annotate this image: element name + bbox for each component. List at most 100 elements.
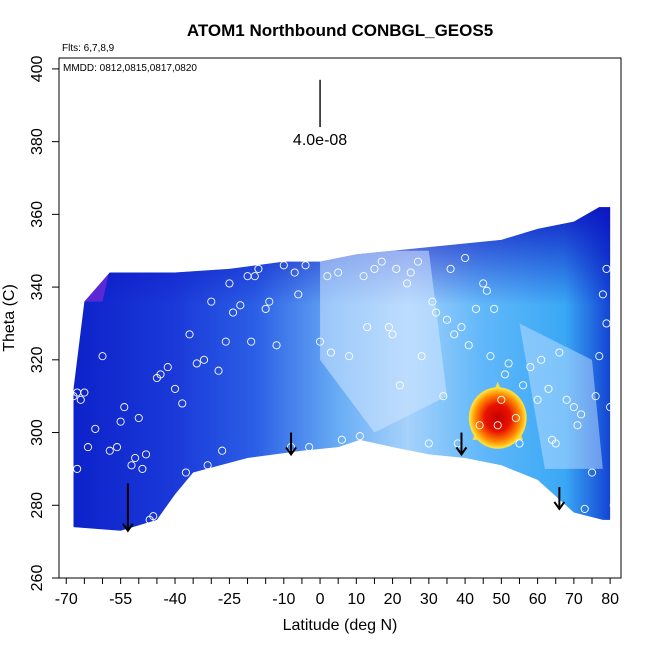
sample-point xyxy=(316,337,325,346)
sample-point xyxy=(290,268,299,277)
x-tick-label: -25 xyxy=(218,591,241,608)
sample-point xyxy=(587,468,597,477)
sample-point xyxy=(98,352,107,361)
sample-point xyxy=(457,323,466,332)
x-tick-label: -55 xyxy=(109,591,132,608)
flight-markers xyxy=(122,432,566,533)
x-axis: -70 -55 -40 -25 -10 0 10 20 30 40 50 60 70 80 xyxy=(55,578,619,608)
sample-point xyxy=(395,381,404,390)
x-tick-label: 50 xyxy=(492,591,510,608)
y-axis-label: Theta (C) xyxy=(1,284,18,352)
sample-point xyxy=(218,446,227,455)
sample-point xyxy=(471,304,481,313)
sample-point xyxy=(609,501,618,510)
sample-point xyxy=(116,417,125,426)
flights-note: Flts: 6,7,8,9 xyxy=(62,43,115,54)
flight-arrow xyxy=(553,487,566,511)
sample-point xyxy=(279,261,288,270)
sample-point xyxy=(602,264,611,273)
sample-point xyxy=(363,323,372,332)
sample-point xyxy=(178,399,187,408)
chart-title: ATOM1 Northbound CONBGL_GEOS5 xyxy=(187,21,493,40)
sample-point xyxy=(555,348,564,357)
sample-point xyxy=(294,290,303,299)
x-tick-label: 40 xyxy=(456,591,474,608)
sample-point xyxy=(203,461,212,470)
sample-point xyxy=(170,384,180,393)
sample-point xyxy=(261,304,270,313)
y-tick-label: 320 xyxy=(29,346,46,373)
sample-point xyxy=(149,512,158,521)
sample-point xyxy=(595,352,604,361)
sample-point xyxy=(334,268,343,277)
sample-point xyxy=(127,461,136,470)
scale-bar: 4.0e-08 xyxy=(293,79,347,149)
sample-point xyxy=(120,403,129,412)
sample-point xyxy=(272,341,281,350)
x-tick-label: 10 xyxy=(347,591,365,608)
x-tick-label: 80 xyxy=(601,591,619,608)
sample-point xyxy=(181,468,190,477)
sample-point xyxy=(551,439,560,448)
sample-point xyxy=(490,304,499,313)
sample-point xyxy=(479,279,488,288)
x-tick-label: 0 xyxy=(316,591,325,608)
sample-point xyxy=(591,392,600,401)
sample-point xyxy=(493,421,502,430)
sample-point xyxy=(91,424,100,433)
sample-point xyxy=(580,504,589,513)
y-axis: 260 280 300 320 340 360 380 400 xyxy=(29,55,59,591)
sample-point xyxy=(504,359,513,368)
x-tick-label: 70 xyxy=(565,591,583,608)
x-axis-label: Latitude (deg N) xyxy=(283,617,398,634)
sample-point xyxy=(515,439,524,448)
sample-point xyxy=(105,446,114,455)
sample-point xyxy=(598,290,607,299)
sample-point xyxy=(497,395,506,404)
sample-point xyxy=(359,272,368,281)
sample-point xyxy=(355,432,364,441)
sample-point xyxy=(112,443,122,452)
sample-point xyxy=(450,330,459,339)
sample-point xyxy=(247,337,256,346)
sample-point xyxy=(537,355,546,364)
sample-point xyxy=(446,264,455,273)
sample-point xyxy=(413,257,423,266)
sample-point xyxy=(511,413,520,423)
sample-point xyxy=(83,443,93,452)
x-tick-label: 30 xyxy=(420,591,438,608)
sample-point xyxy=(323,272,332,281)
x-tick-label: 60 xyxy=(529,591,547,608)
sample-point xyxy=(424,439,433,448)
sample-point xyxy=(475,421,484,430)
sample-point xyxy=(265,297,274,306)
sample-point xyxy=(439,392,448,401)
sample-point xyxy=(138,464,147,473)
sample-point xyxy=(486,352,495,361)
flight-arrow xyxy=(285,432,297,457)
y-tick-label: 380 xyxy=(29,128,46,155)
flight-arrow xyxy=(122,483,134,533)
sample-point xyxy=(377,257,386,266)
y-tick-label: 300 xyxy=(29,419,46,446)
sample-point xyxy=(526,363,535,372)
sample-point xyxy=(519,381,528,390)
sample-point xyxy=(225,279,234,288)
x-tick-label: -40 xyxy=(163,591,186,608)
sample-point xyxy=(73,464,82,473)
sample-point xyxy=(326,348,335,357)
sample-point xyxy=(131,453,140,463)
sample-point xyxy=(337,435,346,444)
sample-point xyxy=(406,268,415,277)
sample-point xyxy=(141,450,151,459)
sample-point xyxy=(562,395,571,404)
sample-point xyxy=(573,421,582,430)
sample-points xyxy=(69,253,618,524)
sample-point xyxy=(250,272,259,281)
y-tick-label: 260 xyxy=(29,565,46,592)
sample-point xyxy=(156,370,165,379)
sample-point xyxy=(192,359,201,368)
sample-point xyxy=(388,330,397,339)
scale-bar-label: 4.0e-08 xyxy=(293,132,347,149)
sample-point xyxy=(482,286,491,295)
